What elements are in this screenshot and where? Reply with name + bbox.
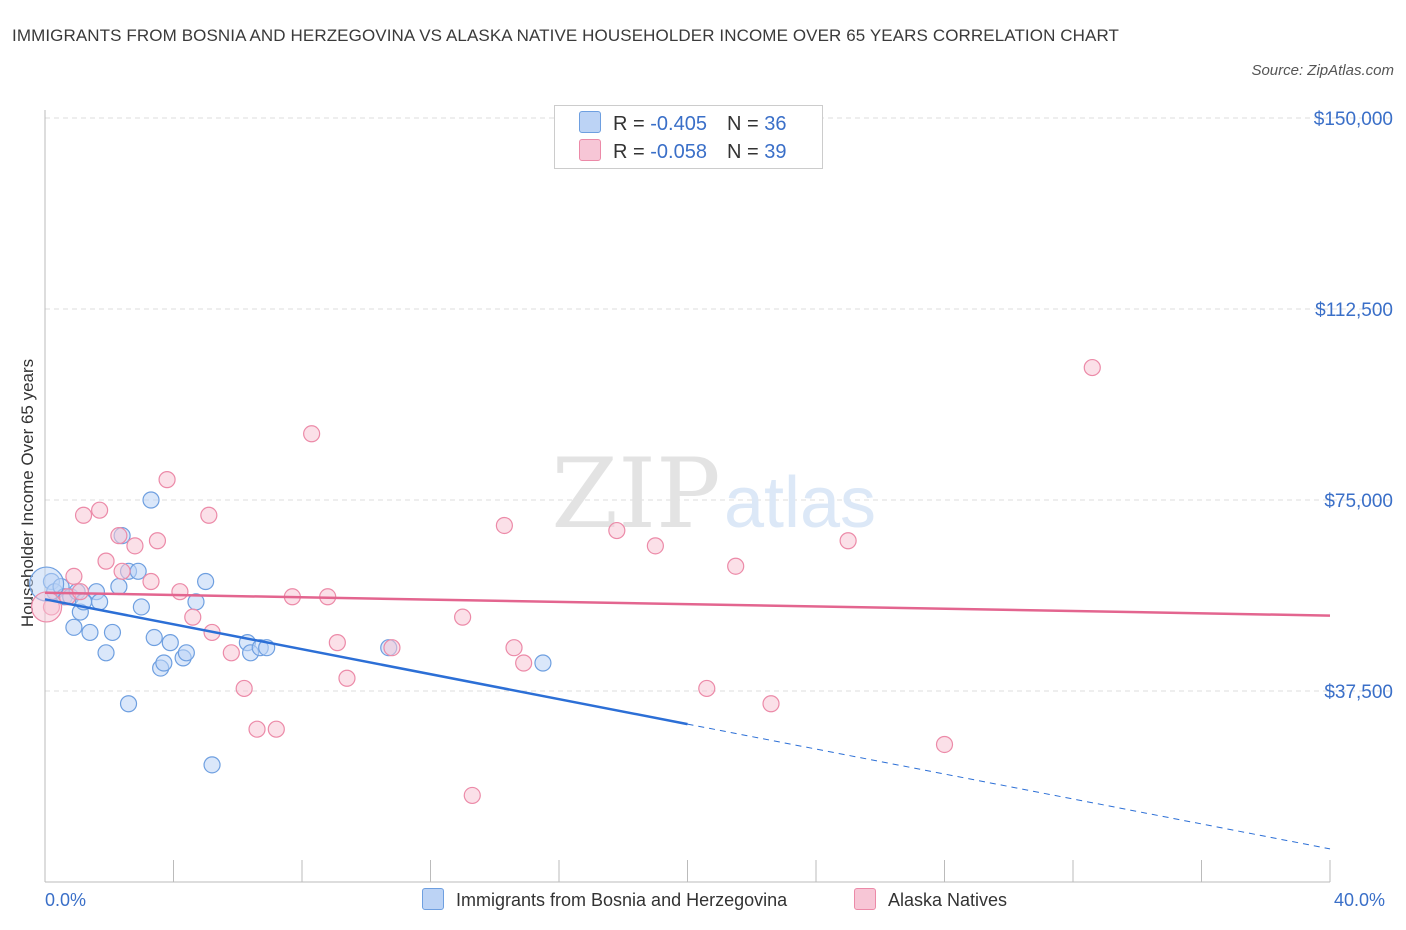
chart-title: IMMIGRANTS FROM BOSNIA AND HERZEGOVINA V…: [12, 26, 1120, 45]
data-point-pink: [608, 521, 626, 540]
data-point-blue: [91, 593, 109, 611]
data-point-pink: [454, 608, 472, 626]
data-point-pink: [463, 786, 481, 805]
trend-line-blue: [44, 598, 688, 726]
r-label: R =: [613, 113, 651, 135]
data-point-blue: [103, 623, 122, 642]
data-point-pink: [328, 634, 346, 652]
n-label: N =: [726, 113, 765, 135]
data-point-pink: [113, 562, 131, 580]
y-tick-label: $75,000: [1324, 491, 1393, 512]
data-point-pink: [727, 557, 745, 575]
data-point-blue: [197, 572, 215, 591]
trend-line-blue-extension: [687, 723, 1331, 850]
blue-swatch: [579, 111, 601, 133]
data-point-blue: [142, 491, 160, 509]
n-value: 36: [764, 113, 787, 135]
blue-swatch: [422, 888, 444, 910]
data-point-pink: [74, 506, 93, 524]
watermark-zip: ZIP: [551, 438, 720, 550]
data-point-pink: [171, 583, 189, 601]
data-point-pink: [148, 532, 167, 550]
data-point-blue: [155, 654, 173, 672]
data-point-pink: [1083, 358, 1101, 377]
data-point-blue: [203, 756, 221, 774]
watermark-atlas: atlas: [724, 463, 876, 543]
data-point-pink-large: [31, 591, 63, 623]
data-point-pink: [646, 537, 664, 555]
data-point-pink: [303, 425, 321, 443]
data-point-pink: [158, 471, 176, 489]
legend-item-bosnia: Immigrants from Bosnia and Herzegovina: [422, 888, 787, 911]
data-point-blue: [65, 618, 83, 636]
data-point-pink: [142, 572, 160, 591]
data-point-pink: [235, 679, 253, 698]
data-point-pink: [338, 669, 356, 687]
data-point-pink: [126, 537, 144, 555]
data-point-pink: [248, 720, 266, 738]
data-point-pink: [698, 679, 716, 698]
data-point-pink: [495, 516, 513, 535]
stats-legend-row-blue: R = -0.405 N = 36: [579, 111, 786, 139]
data-point-blue: [119, 695, 138, 713]
pink-swatch: [579, 139, 601, 161]
y-tick-label: $112,500: [1315, 300, 1393, 321]
data-point-pink: [91, 501, 109, 519]
data-point-pink: [383, 639, 401, 657]
data-point-pink: [200, 506, 218, 524]
legend-item-alaska: Alaska Natives: [854, 888, 1007, 911]
data-point-blue: [97, 644, 115, 662]
data-point-pink: [110, 527, 128, 545]
x-tick-label-max: 40.0%: [1334, 890, 1386, 910]
stats-legend-row-pink: R = -0.058 N = 39: [579, 139, 786, 167]
r-value: -0.405: [650, 113, 707, 135]
data-point-pink: [935, 735, 954, 754]
pink-swatch: [854, 888, 876, 910]
data-point-pink: [71, 583, 89, 601]
data-point-pink: [222, 644, 240, 662]
legend-label-bosnia: Immigrants from Bosnia and Herzegovina: [456, 890, 788, 910]
data-point-blue: [145, 628, 163, 647]
chart-source: Source: ZipAtlas.com: [1251, 62, 1394, 79]
data-point-pink: [762, 695, 780, 713]
legend-label-alaska: Alaska Natives: [888, 890, 1008, 910]
trend-line-pink: [44, 591, 1331, 617]
y-tick-label: $150,000: [1314, 109, 1393, 130]
n-label: N =: [726, 141, 765, 163]
stats-legend: R = -0.405 N = 36 R = -0.058 N = 39: [554, 105, 823, 169]
data-point-blue: [534, 654, 552, 672]
data-point-pink: [505, 639, 523, 657]
data-point-pink: [839, 532, 857, 550]
r-value: -0.058: [650, 141, 707, 163]
data-point-pink: [267, 720, 285, 738]
r-label: R =: [613, 141, 651, 163]
y-tick-label: $37,500: [1324, 682, 1393, 703]
data-point-blue: [81, 623, 99, 642]
data-point-pink: [184, 608, 202, 626]
n-value: 39: [764, 141, 787, 163]
data-point-blue: [161, 634, 179, 652]
data-point-blue: [177, 644, 195, 662]
data-point-pink: [515, 654, 533, 672]
data-point-blue: [132, 598, 150, 616]
x-tick-label-min: 0.0%: [45, 890, 87, 910]
data-point-blue: [110, 577, 128, 596]
data-point-pink: [65, 567, 83, 586]
data-point-pink: [97, 552, 115, 570]
